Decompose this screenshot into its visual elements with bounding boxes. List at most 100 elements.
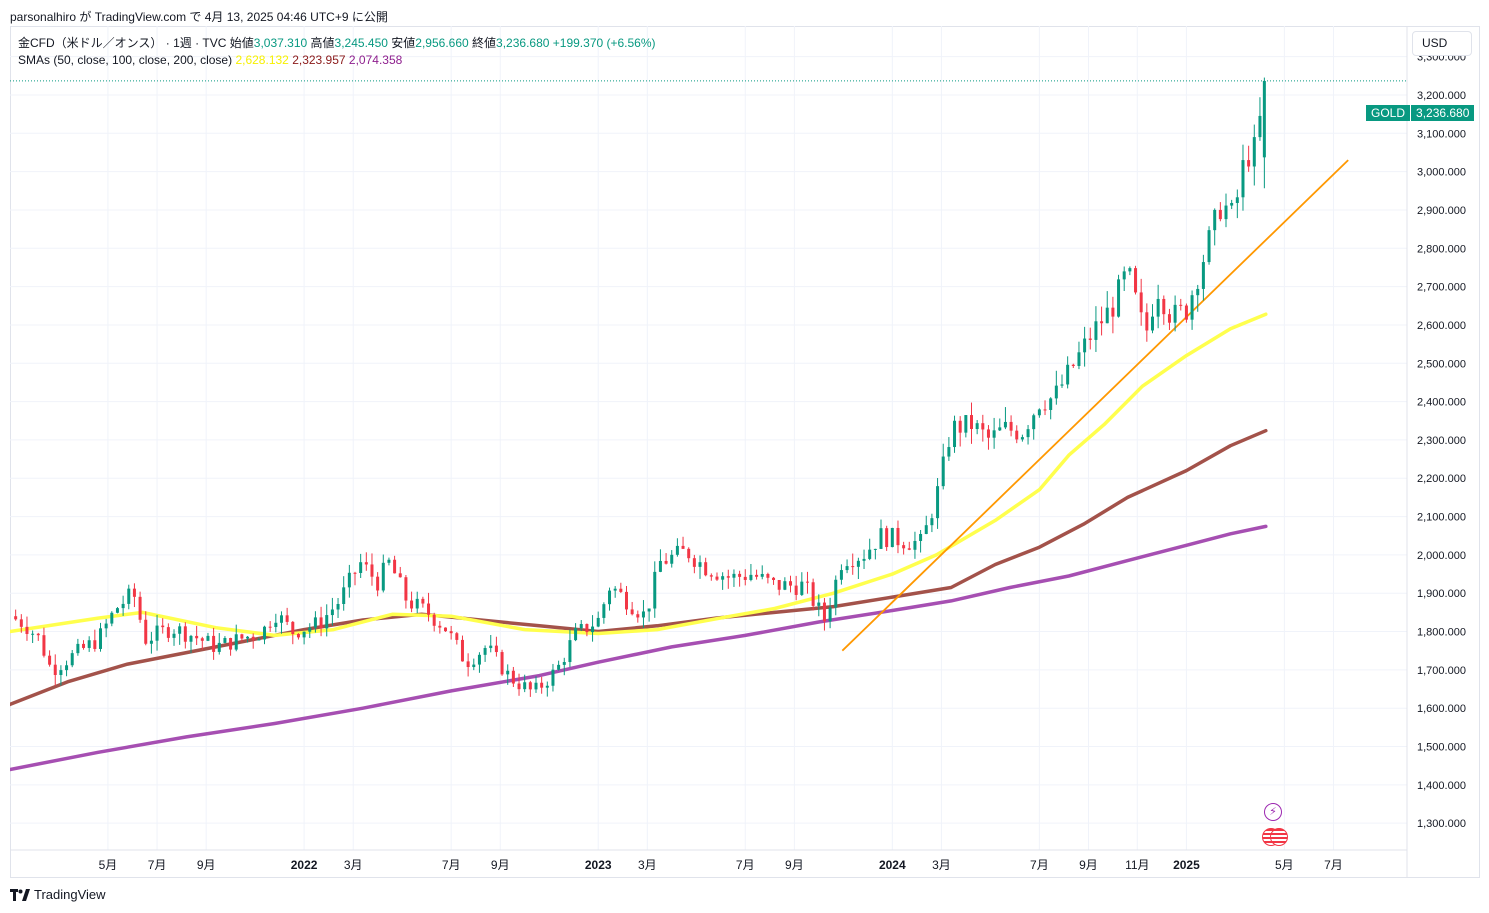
candle-body	[246, 636, 250, 639]
footer-brand[interactable]: TradingView	[10, 887, 106, 902]
y-tick-label: 2,400.000	[1417, 397, 1466, 409]
y-tick-label: 2,300.000	[1417, 435, 1466, 447]
candle-body	[1156, 298, 1160, 317]
symbol-label[interactable]: 金CFD（米ドル／オンス） · 1週 · TVC	[18, 36, 227, 50]
candle-body	[472, 664, 476, 668]
candle-body	[822, 602, 826, 622]
candle-body	[217, 642, 221, 652]
candle-body	[873, 548, 877, 550]
candle-body	[296, 633, 300, 638]
candle-body	[828, 607, 832, 622]
candle-body	[110, 612, 114, 624]
brand-label: TradingView	[34, 887, 106, 902]
low-value: 2,956.660	[415, 36, 469, 50]
y-tick-label: 2,100.000	[1417, 512, 1466, 524]
x-tick-label: 7月	[1030, 858, 1049, 872]
candle-body	[1122, 271, 1126, 280]
candle-body	[161, 625, 165, 628]
candle-body	[1262, 80, 1266, 158]
x-tick-label: 3月	[638, 858, 657, 872]
candle-body	[743, 576, 747, 580]
candle-body	[1105, 307, 1109, 324]
candle-body	[149, 640, 153, 644]
candle-body	[715, 576, 719, 580]
candle-body	[279, 615, 283, 623]
candle-body	[613, 588, 617, 591]
candle-body	[947, 447, 951, 457]
candle-body	[907, 548, 911, 550]
candle-body	[913, 540, 917, 550]
candle-body	[1100, 321, 1104, 324]
candle-body	[1077, 352, 1081, 366]
candle-body	[14, 616, 18, 620]
candle-body	[376, 576, 380, 591]
candle-body	[641, 611, 645, 618]
candle-body	[969, 415, 973, 430]
candle-body	[189, 635, 193, 642]
candle-body	[330, 609, 334, 616]
x-tick-label: 3月	[344, 858, 363, 872]
candle-body	[721, 576, 725, 580]
candle-body	[206, 635, 210, 641]
candle-body	[432, 614, 436, 626]
candle-body	[121, 603, 125, 609]
currency-button[interactable]: USD	[1412, 31, 1472, 56]
x-tick-label: 9月	[491, 858, 510, 872]
candle-body	[1218, 209, 1222, 220]
y-tick-label: 2,700.000	[1417, 282, 1466, 294]
candle-body	[1003, 421, 1007, 428]
candle-body	[1252, 137, 1256, 167]
sma200-layer	[10, 524, 1268, 772]
candle-body	[274, 622, 278, 627]
us-flag-icon[interactable]	[1270, 828, 1288, 846]
x-tick-label: 9月	[785, 858, 804, 872]
candle-body	[1247, 160, 1251, 167]
y-tick-label: 3,100.000	[1417, 128, 1466, 140]
sma200-line	[10, 524, 1268, 772]
candle-body	[1190, 295, 1194, 320]
y-tick-label: 1,500.000	[1417, 742, 1466, 754]
y-tick-label: 2,500.000	[1417, 358, 1466, 370]
candle-body	[998, 427, 1002, 431]
candle-body	[540, 682, 544, 688]
y-tick-label: 2,900.000	[1417, 205, 1466, 217]
candle-body	[460, 639, 464, 662]
x-tick-label: 11月	[1125, 858, 1149, 872]
open-label: 始値	[229, 36, 254, 50]
candle-body	[602, 604, 606, 618]
candle-body	[862, 558, 866, 561]
candle-body	[1094, 321, 1098, 340]
candle-body	[1173, 304, 1177, 323]
y-tick-label: 3,000.000	[1417, 167, 1466, 179]
candle-body	[528, 682, 532, 690]
candle-body	[1235, 197, 1239, 203]
close-label: 終値	[472, 36, 497, 50]
candle-body	[82, 643, 86, 648]
candle-body	[574, 628, 578, 641]
lightning-icon[interactable]: ⚡	[1264, 803, 1282, 821]
sma-label[interactable]: SMAs (50, close, 100, close, 200, close)	[18, 53, 233, 67]
candle-body	[353, 572, 357, 574]
candle-body	[1088, 338, 1092, 340]
candle-body	[53, 664, 57, 675]
x-tick-label: 2024	[879, 858, 906, 872]
candle-body	[319, 617, 323, 629]
price-chart[interactable]: 1,300.000 1,400.000 1,500.000 1,600.000 1,70…	[10, 26, 1480, 878]
y-tick-label: 1,800.000	[1417, 627, 1466, 639]
candle-body	[1207, 230, 1211, 263]
candle-body	[941, 456, 945, 487]
candle-body	[494, 645, 498, 653]
x-tick-label: 7月	[442, 858, 461, 872]
x-tick-label: 7月	[736, 858, 755, 872]
candle-body	[772, 577, 776, 581]
candle-body	[313, 617, 317, 628]
candle-body	[144, 619, 148, 644]
y-tick-label: 2,200.000	[1417, 473, 1466, 485]
candle-body	[1184, 305, 1188, 320]
candle-body	[675, 545, 679, 555]
candle-body	[506, 670, 510, 675]
candle-body	[483, 648, 487, 655]
candle-body	[800, 581, 804, 595]
candle-body	[1117, 279, 1121, 317]
candle-body	[1145, 312, 1149, 331]
